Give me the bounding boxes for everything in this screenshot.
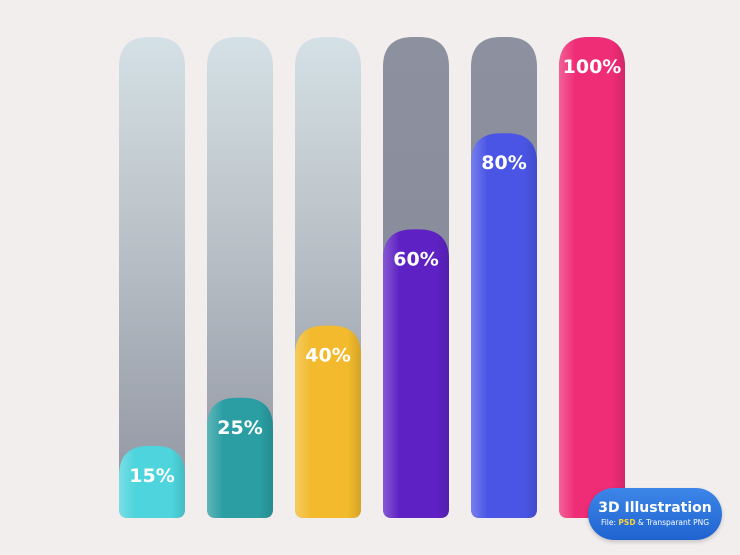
bar-value-label: 25% xyxy=(217,417,262,439)
progress-column-2: 25% xyxy=(207,37,273,518)
badge-psd-highlight: PSD xyxy=(618,518,636,527)
bar-track xyxy=(207,37,273,518)
progress-column-6: 100% xyxy=(559,37,625,518)
badge-file-info: File: PSD & Transparant PNG xyxy=(601,517,709,528)
progress-column-5: 80% xyxy=(471,37,537,518)
bar-shine xyxy=(471,133,537,518)
badge-title: 3D Illustration xyxy=(598,500,712,516)
badge-file-suffix: & Transparant PNG xyxy=(635,518,710,527)
bar-value-label: 80% xyxy=(481,152,526,174)
bar-shine xyxy=(119,445,185,518)
progress-column-3: 40% xyxy=(295,37,361,518)
bar-shine xyxy=(559,37,625,518)
3d-illustration-badge: 3D Illustration File: PSD & Transparant … xyxy=(588,488,722,540)
bar-value-label: 100% xyxy=(563,56,622,78)
bar-value-label: 40% xyxy=(305,345,350,367)
badge-file-prefix: File: xyxy=(600,518,619,527)
bar-shine xyxy=(383,229,449,518)
bar-shine xyxy=(295,325,361,518)
bar-track xyxy=(119,37,185,518)
progress-column-1: 15% xyxy=(119,37,185,518)
bar-value-label: 60% xyxy=(393,248,438,270)
progress-column-4: 60% xyxy=(383,37,449,518)
bar-value-label: 15% xyxy=(129,465,174,487)
bar-shine xyxy=(207,397,273,518)
